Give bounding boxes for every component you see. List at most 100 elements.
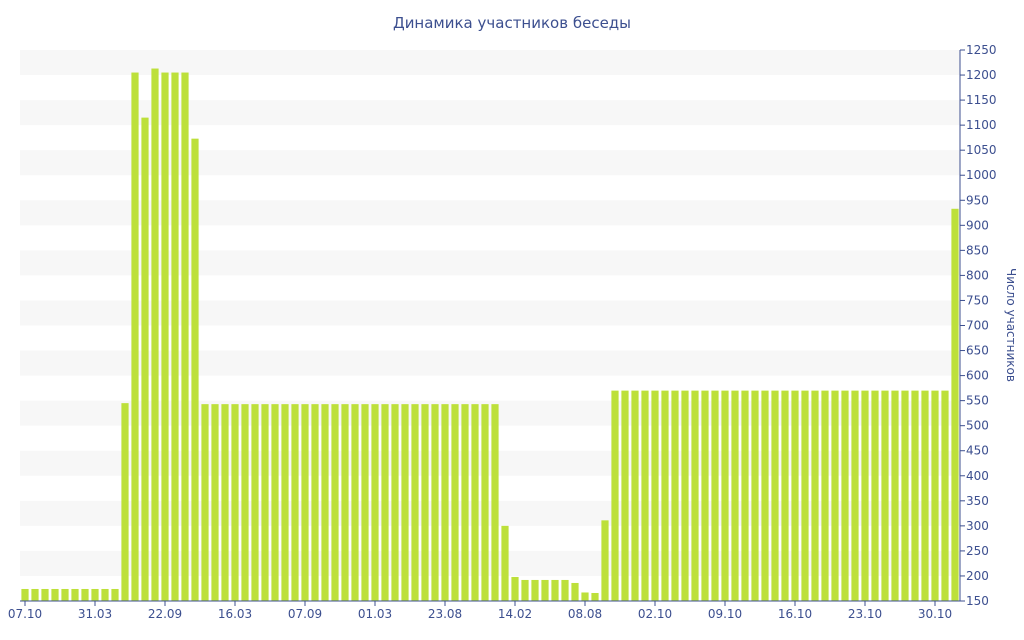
bar[interactable] bbox=[641, 390, 649, 601]
bar[interactable] bbox=[81, 588, 89, 601]
bar[interactable] bbox=[201, 404, 209, 601]
bar[interactable] bbox=[251, 404, 259, 601]
bar[interactable] bbox=[551, 579, 559, 601]
bar[interactable] bbox=[481, 404, 489, 601]
bar[interactable] bbox=[861, 390, 869, 601]
bar[interactable] bbox=[801, 390, 809, 601]
bar[interactable] bbox=[621, 390, 629, 601]
bar[interactable] bbox=[351, 404, 359, 601]
bar[interactable] bbox=[491, 404, 499, 601]
bar[interactable] bbox=[521, 579, 529, 601]
bar[interactable] bbox=[441, 404, 449, 601]
bar[interactable] bbox=[281, 404, 289, 601]
bar[interactable] bbox=[511, 576, 519, 601]
bar[interactable] bbox=[341, 404, 349, 601]
bar[interactable] bbox=[501, 525, 509, 601]
bar[interactable] bbox=[731, 390, 739, 601]
bar[interactable] bbox=[611, 390, 619, 601]
bar[interactable] bbox=[701, 390, 709, 601]
bar[interactable] bbox=[561, 579, 569, 601]
bar[interactable] bbox=[101, 588, 109, 601]
bar[interactable] bbox=[921, 390, 929, 601]
bar[interactable] bbox=[821, 390, 829, 601]
bar[interactable] bbox=[191, 138, 199, 601]
bar[interactable] bbox=[61, 588, 69, 601]
bar[interactable] bbox=[541, 579, 549, 601]
bar[interactable] bbox=[171, 72, 179, 602]
bar[interactable] bbox=[471, 404, 479, 601]
bar[interactable] bbox=[401, 404, 409, 601]
bar[interactable] bbox=[371, 404, 379, 601]
bar[interactable] bbox=[531, 579, 539, 601]
bar[interactable] bbox=[421, 404, 429, 601]
bar[interactable] bbox=[601, 520, 609, 601]
y-tick-label: 550 bbox=[966, 394, 989, 408]
bar[interactable] bbox=[451, 404, 459, 601]
bar[interactable] bbox=[831, 390, 839, 601]
bar[interactable] bbox=[741, 390, 749, 601]
bar[interactable] bbox=[431, 404, 439, 601]
bar[interactable] bbox=[411, 404, 419, 601]
bar[interactable] bbox=[111, 588, 119, 601]
bar[interactable] bbox=[271, 404, 279, 601]
bar[interactable] bbox=[31, 588, 39, 601]
bar[interactable] bbox=[871, 390, 879, 601]
bar[interactable] bbox=[291, 404, 299, 601]
bar[interactable] bbox=[661, 390, 669, 601]
bar[interactable] bbox=[51, 588, 59, 601]
bar[interactable] bbox=[941, 390, 949, 601]
bar[interactable] bbox=[231, 404, 239, 601]
bar[interactable] bbox=[221, 404, 229, 601]
bar[interactable] bbox=[261, 404, 269, 601]
bar[interactable] bbox=[901, 390, 909, 601]
bar[interactable] bbox=[791, 390, 799, 601]
bar[interactable] bbox=[571, 582, 579, 601]
bar[interactable] bbox=[151, 68, 159, 601]
bar[interactable] bbox=[841, 390, 849, 601]
bar[interactable] bbox=[671, 390, 679, 601]
bar[interactable] bbox=[851, 390, 859, 601]
bar[interactable] bbox=[461, 404, 469, 601]
bar[interactable] bbox=[881, 390, 889, 601]
bar[interactable] bbox=[41, 588, 49, 601]
x-tick-label: 16.03 bbox=[218, 607, 252, 621]
bar[interactable] bbox=[181, 72, 189, 602]
bar[interactable] bbox=[651, 390, 659, 601]
bar[interactable] bbox=[721, 390, 729, 601]
bar[interactable] bbox=[751, 390, 759, 601]
bar[interactable] bbox=[381, 404, 389, 601]
bar[interactable] bbox=[951, 208, 959, 602]
bar[interactable] bbox=[681, 390, 689, 601]
bar[interactable] bbox=[771, 390, 779, 601]
bar[interactable] bbox=[141, 117, 149, 602]
bar[interactable] bbox=[911, 390, 919, 601]
bar[interactable] bbox=[71, 588, 79, 601]
bar[interactable] bbox=[321, 404, 329, 601]
bar[interactable] bbox=[711, 390, 719, 601]
grid-band bbox=[20, 500, 960, 526]
bar[interactable] bbox=[331, 404, 339, 601]
bar[interactable] bbox=[361, 404, 369, 601]
bar[interactable] bbox=[301, 404, 309, 601]
bar[interactable] bbox=[631, 390, 639, 601]
bar[interactable] bbox=[21, 588, 29, 601]
bar[interactable] bbox=[581, 592, 589, 601]
bar[interactable] bbox=[131, 72, 139, 602]
bar[interactable] bbox=[241, 404, 249, 601]
bar[interactable] bbox=[811, 390, 819, 601]
y-tick-label: 250 bbox=[966, 544, 989, 558]
bar[interactable] bbox=[161, 72, 169, 602]
y-tick-label: 350 bbox=[966, 494, 989, 508]
bar[interactable] bbox=[761, 390, 769, 601]
bar[interactable] bbox=[91, 588, 99, 601]
bar[interactable] bbox=[121, 403, 129, 601]
bar[interactable] bbox=[591, 592, 599, 601]
bar[interactable] bbox=[931, 390, 939, 601]
bar[interactable] bbox=[691, 390, 699, 601]
bar[interactable] bbox=[311, 404, 319, 601]
y-tick-label: 1250 bbox=[966, 43, 997, 57]
bar[interactable] bbox=[211, 404, 219, 601]
bar[interactable] bbox=[891, 390, 899, 601]
bar[interactable] bbox=[781, 390, 789, 601]
bar[interactable] bbox=[391, 404, 399, 601]
